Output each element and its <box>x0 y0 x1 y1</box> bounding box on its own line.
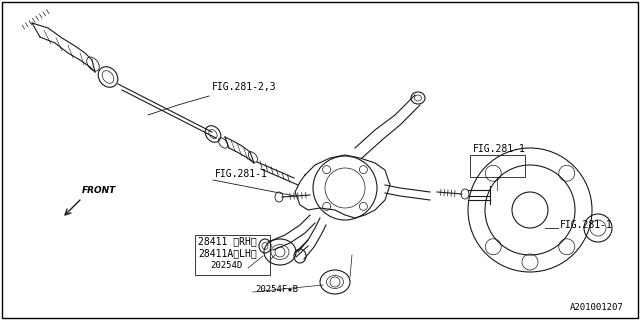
Text: FIG.281-1: FIG.281-1 <box>560 220 613 230</box>
Text: FRONT: FRONT <box>82 186 116 195</box>
Text: A201001207: A201001207 <box>570 303 624 312</box>
Text: FIG.281-2,3: FIG.281-2,3 <box>212 82 276 92</box>
Bar <box>470 155 525 177</box>
Text: 28411 〈RH〉: 28411 〈RH〉 <box>198 236 257 246</box>
Text: FIG.281-1: FIG.281-1 <box>473 144 526 154</box>
Bar <box>195 235 270 275</box>
Text: 20254F★B: 20254F★B <box>255 285 298 294</box>
Text: FIG.281-1: FIG.281-1 <box>215 169 268 179</box>
Text: 20254D: 20254D <box>210 261 243 270</box>
Text: 28411A〈LH〉: 28411A〈LH〉 <box>198 248 257 258</box>
